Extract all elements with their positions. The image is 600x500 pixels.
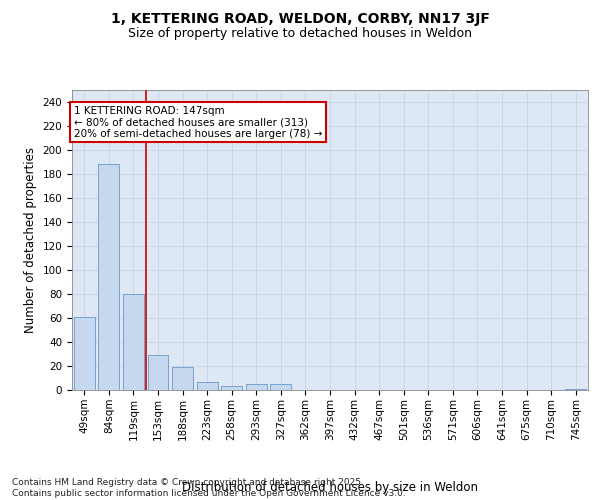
Bar <box>123 294 144 390</box>
Bar <box>221 386 242 390</box>
Bar <box>98 164 119 390</box>
Bar <box>148 355 169 390</box>
X-axis label: Distribution of detached houses by size in Weldon: Distribution of detached houses by size … <box>182 482 478 494</box>
Bar <box>197 382 218 390</box>
Bar <box>172 367 193 390</box>
Text: Contains HM Land Registry data © Crown copyright and database right 2025.
Contai: Contains HM Land Registry data © Crown c… <box>12 478 406 498</box>
Text: 1 KETTERING ROAD: 147sqm
← 80% of detached houses are smaller (313)
20% of semi-: 1 KETTERING ROAD: 147sqm ← 80% of detach… <box>74 106 322 139</box>
Bar <box>246 384 267 390</box>
Bar <box>271 384 292 390</box>
Text: 1, KETTERING ROAD, WELDON, CORBY, NN17 3JF: 1, KETTERING ROAD, WELDON, CORBY, NN17 3… <box>110 12 490 26</box>
Y-axis label: Number of detached properties: Number of detached properties <box>24 147 37 333</box>
Text: Size of property relative to detached houses in Weldon: Size of property relative to detached ho… <box>128 28 472 40</box>
Bar <box>74 317 95 390</box>
Bar <box>565 389 586 390</box>
